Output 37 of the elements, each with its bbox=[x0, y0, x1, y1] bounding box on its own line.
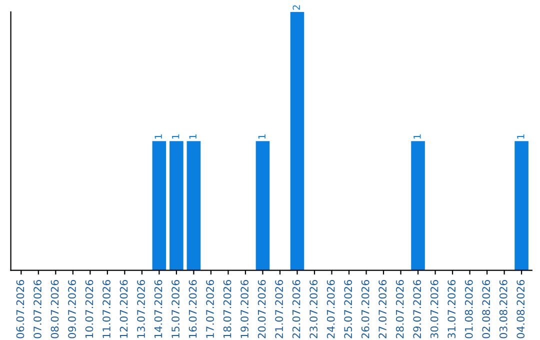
x-tick-label: 28.07.2026 bbox=[396, 280, 404, 338]
x-tick-label: 22.07.2026 bbox=[292, 280, 300, 338]
x-tick-label: 13.07.2026 bbox=[137, 280, 145, 338]
x-tick-label: 08.07.2026 bbox=[50, 280, 59, 338]
x-tick-label: 18.07.2026 bbox=[223, 280, 232, 338]
x-tick-label: 24.07.2026 bbox=[326, 280, 335, 338]
x-tick-label: 23.07.2026 bbox=[310, 280, 318, 338]
x-tick-label: 02.08.2026 bbox=[482, 280, 490, 338]
x-tick-label: 04.08.2026 bbox=[516, 280, 525, 338]
x-tick-label: 20.07.2026 bbox=[258, 280, 266, 338]
x-tick-label: 15.07.2026 bbox=[172, 280, 180, 338]
x-tick-label: 03.08.2026 bbox=[499, 280, 508, 338]
x-tick-label: 16.07.2026 bbox=[188, 280, 197, 338]
x-tick-label: 27.07.2026 bbox=[378, 280, 387, 338]
data-label: 1 bbox=[414, 134, 421, 139]
x-tick-label: 07.07.2026 bbox=[34, 280, 42, 338]
x-tick-label: 29.07.2026 bbox=[413, 280, 422, 338]
x-tick-label: 21.07.2026 bbox=[275, 280, 283, 338]
x-tick-label: 19.07.2026 bbox=[240, 280, 248, 338]
data-label: 1 bbox=[189, 134, 196, 139]
x-tick-label: 17.07.2026 bbox=[206, 280, 214, 338]
x-tick-label: 11.07.2026 bbox=[102, 280, 110, 338]
data-label: 1 bbox=[172, 134, 180, 139]
x-tick-label: 26.07.2026 bbox=[361, 280, 370, 338]
data-label: 1 bbox=[154, 134, 162, 139]
x-tick-label: 10.07.2026 bbox=[85, 280, 94, 338]
x-tick-label: 12.07.2026 bbox=[120, 280, 128, 338]
x-tick-label: 25.07.2026 bbox=[344, 280, 352, 338]
data-label: 2 bbox=[292, 5, 300, 10]
x-tick-label: 30.07.2026 bbox=[430, 280, 438, 338]
x-tick-label: 01.08.2026 bbox=[464, 280, 473, 338]
x-tick-label: 31.07.2026 bbox=[448, 280, 456, 338]
x-tick-label: 14.07.2026 bbox=[154, 280, 162, 338]
x-tick-label: 06.07.2026 bbox=[16, 280, 24, 338]
x-tick-label: 09.07.2026 bbox=[68, 280, 76, 338]
data-label: 1 bbox=[258, 134, 266, 139]
data-label: 1 bbox=[517, 134, 524, 139]
